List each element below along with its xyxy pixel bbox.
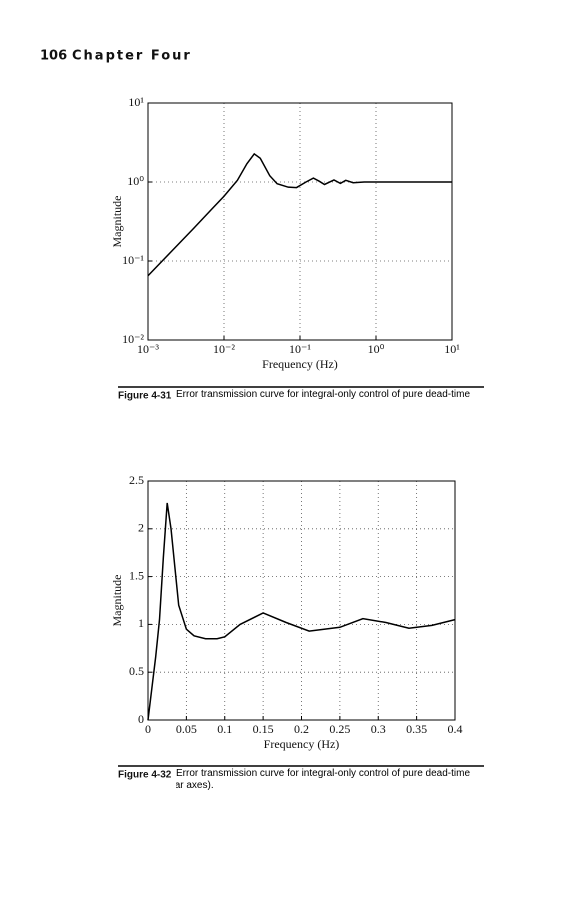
caption-box: Error transmission curve for integral-on… bbox=[176, 768, 471, 791]
x-axis-label: Frequency (Hz) bbox=[264, 737, 340, 751]
x-tick-label: 0.3 bbox=[371, 722, 386, 736]
x-tick-label: 0.2 bbox=[294, 722, 309, 736]
y-tick-label: 10⁻² bbox=[122, 332, 144, 346]
x-tick-label: 0.05 bbox=[176, 722, 197, 736]
x-tick-label: 0.25 bbox=[329, 722, 350, 736]
curve bbox=[147, 152, 452, 277]
x-tick-label: 0 bbox=[145, 722, 151, 736]
y-tick-label: 0 bbox=[138, 712, 144, 726]
x-tick-label: 0.35 bbox=[406, 722, 427, 736]
y-tick-label: 10¹ bbox=[128, 95, 144, 109]
y-tick-label: 10⁻¹ bbox=[122, 253, 144, 267]
chapter: Chapter Four bbox=[72, 49, 192, 64]
x-tick-label: 10¹ bbox=[444, 342, 460, 356]
x-tick-label: 10⁻³ bbox=[137, 342, 159, 356]
figure-label: Figure 4-31 bbox=[118, 391, 172, 402]
figure-caption: Error transmission curve for integral-on… bbox=[176, 768, 471, 791]
y-tick-label: 2 bbox=[138, 521, 144, 535]
y-axis-label: Magnitude bbox=[110, 196, 124, 248]
x-axis-label: Frequency (Hz) bbox=[262, 357, 338, 371]
x-tick-label: 0.1 bbox=[217, 722, 232, 736]
figure-label: Figure 4-32 bbox=[118, 770, 172, 781]
x-tick-label: 10⁻² bbox=[213, 342, 235, 356]
caption-box: Error transmission curve for integral-on… bbox=[176, 389, 471, 400]
y-tick-label: 1.5 bbox=[129, 568, 144, 582]
page-number: 106 bbox=[40, 49, 67, 64]
x-tick-label: 0.4 bbox=[448, 722, 463, 736]
y-tick-label: 0.5 bbox=[129, 664, 144, 678]
x-tick-label: 0.15 bbox=[253, 722, 274, 736]
y-axis-label: Magnitude bbox=[110, 575, 124, 627]
y-tick-label: 1 bbox=[138, 616, 144, 630]
x-tick-label: 10⁰ bbox=[368, 342, 385, 356]
x-tick-label: 10⁻¹ bbox=[289, 342, 311, 356]
curve bbox=[147, 502, 456, 721]
y-tick-label: 2.5 bbox=[129, 473, 144, 487]
figure-caption: Error transmission curve for integral-on… bbox=[176, 389, 471, 400]
plot-frame bbox=[147, 102, 453, 341]
plot-frame bbox=[147, 480, 456, 721]
y-tick-label: 10⁰ bbox=[127, 174, 144, 188]
